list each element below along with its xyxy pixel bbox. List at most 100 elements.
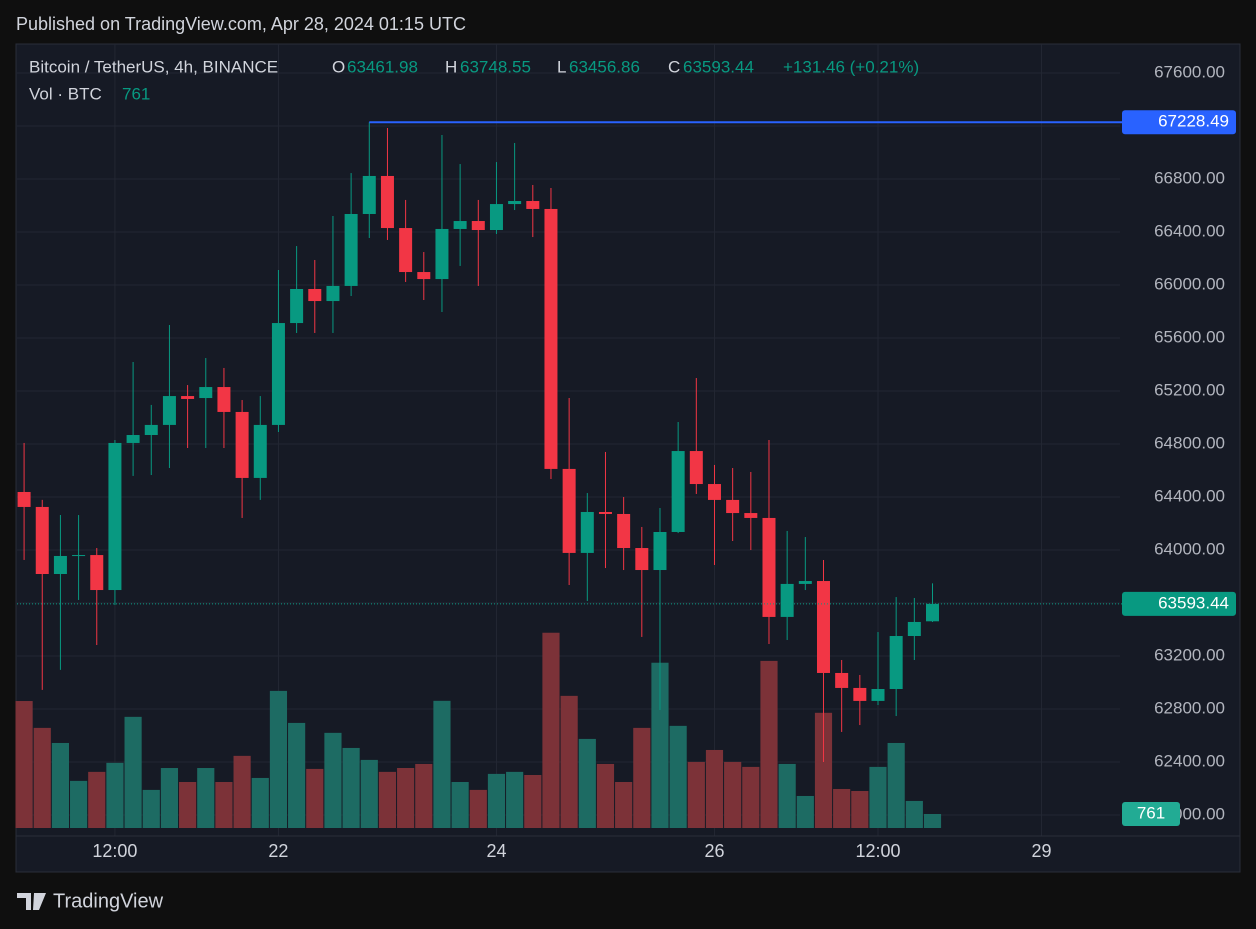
candle-body — [417, 272, 431, 280]
volume-bar — [923, 813, 942, 828]
volume-bar — [596, 763, 615, 828]
volume-bar — [142, 789, 160, 828]
volume-bar — [687, 761, 705, 828]
volume-value: 761 — [122, 84, 150, 103]
last-price-badge — [1122, 591, 1236, 616]
candle-body — [853, 687, 867, 701]
y-tick-label: 65600.00 — [1154, 328, 1225, 347]
volume-bar — [833, 788, 851, 828]
x-tick-label: 24 — [486, 841, 506, 861]
volume-bar — [33, 727, 51, 828]
published-note: Published on TradingView.com, Apr 28, 20… — [16, 14, 466, 34]
volume-bar — [796, 795, 814, 828]
candle-body — [90, 555, 104, 591]
y-tick-label: 63200.00 — [1154, 645, 1225, 664]
volume-bar — [342, 747, 360, 828]
y-tick-label: 66000.00 — [1154, 275, 1225, 294]
candle-body — [489, 204, 503, 231]
volume-bar — [851, 791, 869, 828]
volume-bar — [542, 632, 560, 828]
volume-bar — [251, 777, 269, 828]
volume-bar — [814, 712, 833, 828]
candle-body — [526, 201, 540, 209]
candle-body — [617, 513, 631, 549]
y-tick-label: 64000.00 — [1154, 540, 1225, 559]
volume-bar — [506, 771, 524, 828]
volume-bar — [633, 727, 651, 828]
candle-body — [598, 511, 612, 514]
candle-body — [108, 442, 122, 591]
volume-bar — [306, 768, 324, 828]
candle-body — [199, 387, 213, 399]
candle-body — [326, 285, 340, 302]
volume-bar — [578, 738, 596, 828]
volume-bar — [778, 763, 796, 828]
volume-bar — [724, 761, 742, 828]
volume-badge-label: 761 — [1137, 803, 1165, 822]
volume-bar — [15, 701, 33, 828]
y-tick-label: 62800.00 — [1154, 698, 1225, 717]
x-tick-label: 12:00 — [92, 841, 137, 861]
candle-body — [471, 221, 485, 231]
candle-body — [780, 583, 794, 617]
candle-body — [889, 636, 903, 690]
candle-body — [635, 548, 649, 571]
high-price-label: 67228.49 — [1158, 112, 1229, 131]
volume-bar — [324, 732, 342, 828]
volume-bar — [760, 660, 778, 828]
ohlc-value: 63461.98 — [347, 57, 418, 76]
volume-bar — [179, 781, 197, 828]
volume-bar — [451, 781, 469, 828]
candle-body — [707, 484, 721, 500]
volume-bar — [70, 780, 88, 828]
volume-bar — [651, 662, 669, 828]
y-tick-label: 64800.00 — [1154, 434, 1225, 453]
ohlc-letter: L — [557, 57, 566, 76]
x-tick-label: 22 — [268, 841, 288, 861]
candle-body — [253, 424, 267, 478]
candle-body — [344, 213, 358, 286]
volume-bar — [415, 763, 433, 828]
volume-bar — [51, 742, 70, 828]
volume-bar — [160, 768, 179, 828]
candle-body — [35, 506, 49, 574]
volume-bar — [742, 766, 760, 828]
volume-bar — [197, 768, 215, 828]
volume-bar — [869, 766, 887, 828]
candle-body — [162, 396, 176, 425]
high-price-badge — [1122, 110, 1236, 135]
volume-bar — [615, 781, 633, 828]
candle-body — [181, 396, 195, 399]
volume-bar — [233, 755, 251, 828]
volume-bar — [378, 771, 397, 828]
candle-body — [453, 221, 467, 229]
volume-bar — [887, 742, 905, 828]
candle-body — [689, 451, 703, 485]
volume-bar — [124, 716, 142, 828]
candle-body — [53, 555, 67, 574]
candle-body — [926, 603, 940, 622]
change: +131.46 (+0.21%) — [783, 57, 919, 76]
volume-bar — [524, 774, 542, 828]
candle-body — [217, 387, 231, 412]
candle-body — [508, 201, 522, 205]
y-tick-label: 65200.00 — [1154, 381, 1225, 400]
volume-bar — [705, 749, 724, 828]
ohlc-letter: H — [445, 57, 457, 76]
volume-bar — [215, 781, 233, 828]
candle-body — [544, 208, 558, 469]
y-tick-label: 67600.00 — [1154, 63, 1225, 82]
candle-body — [562, 468, 576, 553]
candle-body — [235, 411, 249, 478]
candle-body — [271, 323, 285, 425]
volume-title: Vol · BTC — [29, 84, 102, 103]
chart-frame — [15, 43, 1241, 873]
candle-body — [126, 435, 140, 443]
candle-body — [144, 424, 158, 436]
candle-body — [798, 581, 812, 584]
x-tick-label: 29 — [1031, 841, 1051, 861]
candle-body — [835, 672, 849, 688]
candle-body — [362, 175, 376, 214]
volume-bar — [269, 690, 288, 828]
ohlc-letter: O — [332, 57, 345, 76]
